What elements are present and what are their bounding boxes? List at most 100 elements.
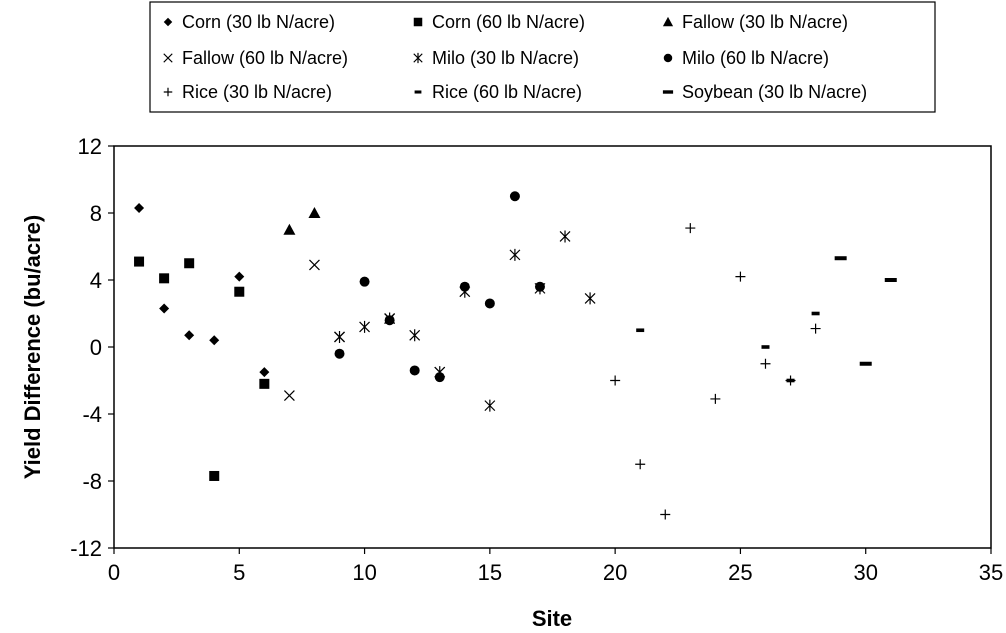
data-point: [610, 375, 621, 386]
data-point: [409, 329, 421, 342]
y-tick-label: -12: [70, 536, 102, 561]
legend-item-soybean-30-lb-n-acre: Soybean (30 lb N/acre): [662, 82, 867, 102]
legend-item-rice-30-lb-n-acre: Rice (30 lb N/acre): [163, 82, 332, 102]
data-point: [359, 276, 370, 287]
legend-marker: [163, 53, 173, 63]
y-tick-label: 0: [90, 335, 102, 360]
x-tick-label: 15: [478, 560, 502, 585]
data-point: [308, 207, 321, 218]
data-point: [159, 273, 170, 284]
data-point: [134, 256, 145, 267]
data-point: [384, 315, 395, 326]
plot-area: [113, 145, 992, 549]
data-point: [209, 335, 220, 346]
legend-label: Milo (30 lb N/acre): [432, 48, 579, 68]
data-point: [786, 378, 795, 383]
y-tick-label: 4: [90, 268, 102, 293]
data-point: [811, 311, 820, 316]
series-fallow-30-lb-n-acre: [283, 207, 321, 235]
plot-frame: [113, 145, 992, 549]
legend-marker: [414, 90, 422, 94]
data-point: [884, 278, 897, 282]
y-tick-label: -4: [82, 402, 102, 427]
data-point: [209, 470, 220, 481]
data-point: [359, 320, 370, 333]
x-tick-label: 20: [603, 560, 627, 585]
legend-item-fallow-60-lb-n-acre: Fallow (60 lb N/acre): [163, 48, 348, 68]
legend-item-fallow-30-lb-n-acre: Fallow (30 lb N/acre): [662, 12, 848, 32]
legend-label: Milo (60 lb N/acre): [682, 48, 829, 68]
data-point: [409, 365, 420, 376]
x-tick-label: 5: [233, 560, 245, 585]
series-corn-30-lb-n-acre: [134, 202, 270, 378]
data-point: [810, 323, 821, 334]
legend-marker: [163, 17, 173, 27]
legend-item-corn-30-lb-n-acre: Corn (30 lb N/acre): [163, 12, 335, 32]
data-point: [459, 281, 470, 292]
series-rice-30-lb-n-acre: [610, 223, 821, 520]
data-point: [559, 230, 571, 243]
series-milo-60-lb-n-acre: [334, 191, 545, 383]
data-point: [484, 399, 496, 412]
legend-box: [149, 1, 936, 113]
legend: Corn (30 lb N/acre) Corn (60 lb N/acre) Fa…: [149, 1, 936, 113]
data-point: [509, 191, 520, 202]
data-point: [635, 459, 646, 470]
legend-label: Fallow (30 lb N/acre): [682, 12, 848, 32]
legend-marker: [663, 53, 673, 63]
legend-marker: [662, 90, 674, 94]
data-point: [234, 286, 245, 297]
data-point: [660, 509, 671, 520]
x-tick-label: 35: [979, 560, 1003, 585]
x-tick-label: 30: [853, 560, 877, 585]
legend-label: Rice (30 lb N/acre): [182, 82, 332, 102]
x-tick-label: 0: [108, 560, 120, 585]
data-point: [859, 361, 872, 366]
data-point: [184, 258, 195, 269]
data-point: [834, 256, 847, 261]
data-point: [760, 358, 771, 369]
data-point: [334, 348, 345, 359]
legend-item-milo-60-lb-n-acre: Milo (60 lb N/acre): [663, 48, 829, 68]
y-axis-title: Yield Difference (bu/acre): [20, 215, 45, 479]
legend-label: Corn (30 lb N/acre): [182, 12, 335, 32]
legend-item-milo-30-lb-n-acre: Milo (30 lb N/acre): [413, 48, 579, 68]
data-point: [259, 367, 270, 378]
x-tick-label: 10: [352, 560, 376, 585]
legend-label: Fallow (60 lb N/acre): [182, 48, 348, 68]
y-tick-label: -8: [82, 469, 102, 494]
legend-item-rice-60-lb-n-acre: Rice (60 lb N/acre): [414, 82, 582, 102]
axes: 0 5 10 15 20 25 30 35 -12 -8 -4 0 4 8 12: [70, 134, 1003, 585]
legend-marker: [163, 87, 173, 97]
legend-marker: [413, 17, 423, 27]
legend-marker: [662, 16, 674, 27]
legend-label: Soybean (30 lb N/acre): [682, 82, 867, 102]
data-point: [309, 259, 320, 271]
data-point: [509, 248, 521, 261]
data-point: [134, 202, 145, 213]
data-point: [710, 393, 721, 404]
x-tick-label: 25: [728, 560, 752, 585]
data-point: [434, 372, 445, 383]
data-point: [259, 378, 270, 389]
data-point: [685, 223, 696, 234]
legend-label: Rice (60 lb N/acre): [432, 82, 582, 102]
data-point: [283, 390, 295, 401]
data-point: [159, 303, 170, 314]
legend-label: Corn (60 lb N/acre): [432, 12, 585, 32]
legend-marker: [413, 52, 423, 64]
series-soybean-30-lb-n-acre: [834, 256, 897, 366]
x-axis-title: Site: [532, 606, 572, 631]
data-point: [636, 328, 645, 333]
data-point: [534, 281, 545, 292]
data-point: [334, 330, 345, 343]
series-corn-60-lb-n-acre: [134, 256, 270, 481]
y-tick-label: 12: [78, 134, 102, 159]
data-points: [134, 191, 897, 520]
series-milo-30-lb-n-acre: [334, 230, 596, 412]
data-point: [584, 292, 596, 305]
data-point: [761, 345, 770, 349]
data-point: [184, 330, 195, 341]
y-tick-label: 8: [90, 201, 102, 226]
